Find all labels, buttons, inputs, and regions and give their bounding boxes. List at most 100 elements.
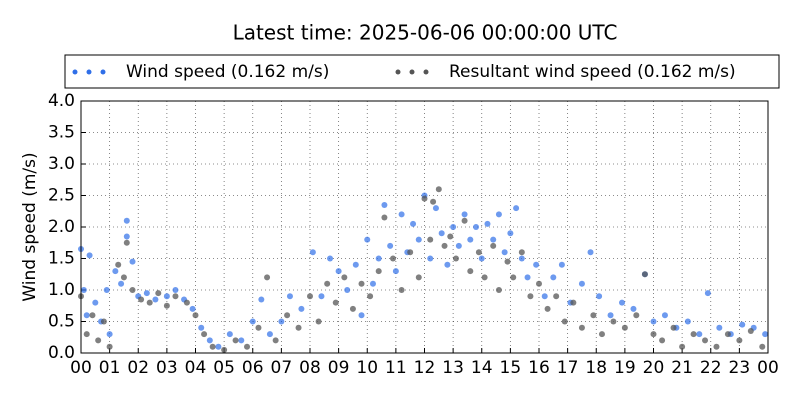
data-point <box>398 287 405 293</box>
y-tick-label: 0.5 <box>48 312 75 332</box>
data-point <box>490 242 497 249</box>
data-point <box>524 274 531 281</box>
chart-title: Latest time: 2025-06-06 00:00:00 UTC <box>233 21 618 45</box>
data-point <box>264 274 271 281</box>
data-point <box>103 287 110 293</box>
data-point <box>467 236 474 243</box>
data-point <box>650 318 657 325</box>
data-point <box>112 268 119 275</box>
data-point <box>315 318 322 325</box>
data-point <box>432 205 439 212</box>
data-point <box>447 233 454 240</box>
data-point <box>495 287 502 293</box>
data-point <box>244 343 251 350</box>
data-point <box>272 337 279 344</box>
data-point <box>364 236 371 243</box>
data-point <box>106 331 113 338</box>
data-point <box>596 293 603 300</box>
data-point <box>518 249 525 256</box>
x-tick-label: 19 <box>614 358 636 378</box>
data-point <box>138 296 145 303</box>
data-point <box>541 293 548 300</box>
data-point <box>713 343 720 350</box>
data-point <box>95 337 102 344</box>
data-point <box>341 274 348 281</box>
data-point <box>86 252 93 259</box>
data-point <box>716 324 723 331</box>
data-point <box>381 214 388 221</box>
data-point <box>536 280 542 287</box>
data-point <box>390 255 397 262</box>
data-point <box>307 293 313 300</box>
data-point <box>309 249 316 256</box>
y-tick-label: 2.0 <box>48 217 75 237</box>
data-point <box>192 312 199 319</box>
y-tick-label: 4.0 <box>48 91 75 111</box>
data-point <box>375 268 382 275</box>
x-tick-label: 10 <box>356 358 378 378</box>
data-point <box>421 195 428 202</box>
data-point <box>123 239 130 246</box>
data-point <box>630 305 637 312</box>
plot-frame <box>80 100 769 354</box>
data-point <box>587 249 594 256</box>
x-tick-label: 01 <box>99 358 121 378</box>
y-tick-label: 1.5 <box>48 249 75 269</box>
data-point <box>561 318 568 325</box>
x-tick-label: 20 <box>643 358 665 378</box>
data-point <box>762 331 769 338</box>
data-point <box>736 337 743 344</box>
data-point <box>358 312 365 319</box>
data-point <box>152 296 159 303</box>
data-point <box>598 331 605 338</box>
data-point <box>661 312 668 319</box>
data-point <box>387 242 394 249</box>
y-tick-label: 3.0 <box>48 154 75 174</box>
data-point <box>481 274 488 281</box>
data-point <box>467 268 474 275</box>
data-point <box>172 293 179 300</box>
x-tick-label: 22 <box>700 358 722 378</box>
legend-marker <box>409 69 415 75</box>
data-point <box>415 274 422 281</box>
data-point <box>504 258 511 265</box>
data-point <box>398 211 405 218</box>
y-tick-label: 0.0 <box>48 343 75 363</box>
data-point <box>452 255 459 262</box>
data-point <box>172 287 179 293</box>
data-point <box>438 230 445 237</box>
data-point <box>739 321 746 328</box>
data-point <box>455 242 462 249</box>
data-point <box>427 236 434 243</box>
y-tick-label: 1.0 <box>48 280 75 300</box>
y-tick-label: 2.5 <box>48 186 75 206</box>
data-point <box>501 249 508 256</box>
data-point <box>298 305 305 312</box>
x-tick-label: 23 <box>729 358 751 378</box>
data-point <box>444 261 451 268</box>
x-tick-label: 07 <box>271 358 293 378</box>
legend: Wind speed (0.162 m/s) Resultant wind spe… <box>64 54 780 89</box>
legend-marker <box>100 69 106 75</box>
data-point <box>129 287 136 293</box>
data-point <box>747 327 754 334</box>
data-point <box>427 255 434 262</box>
data-point <box>106 343 113 350</box>
data-point <box>633 312 640 319</box>
data-point <box>83 331 90 338</box>
data-point <box>544 305 551 312</box>
legend-box <box>64 54 780 89</box>
data-point <box>435 186 442 193</box>
data-point <box>226 331 233 338</box>
data-point <box>209 343 216 350</box>
data-point <box>344 287 351 293</box>
data-point <box>100 318 107 325</box>
data-point <box>335 268 342 275</box>
x-tick-label: 06 <box>242 358 264 378</box>
data-point <box>619 299 626 306</box>
data-point <box>570 299 577 306</box>
data-point <box>381 201 388 208</box>
legend-marker <box>86 69 92 75</box>
x-tick-label: 12 <box>414 358 436 378</box>
data-point <box>527 293 534 300</box>
